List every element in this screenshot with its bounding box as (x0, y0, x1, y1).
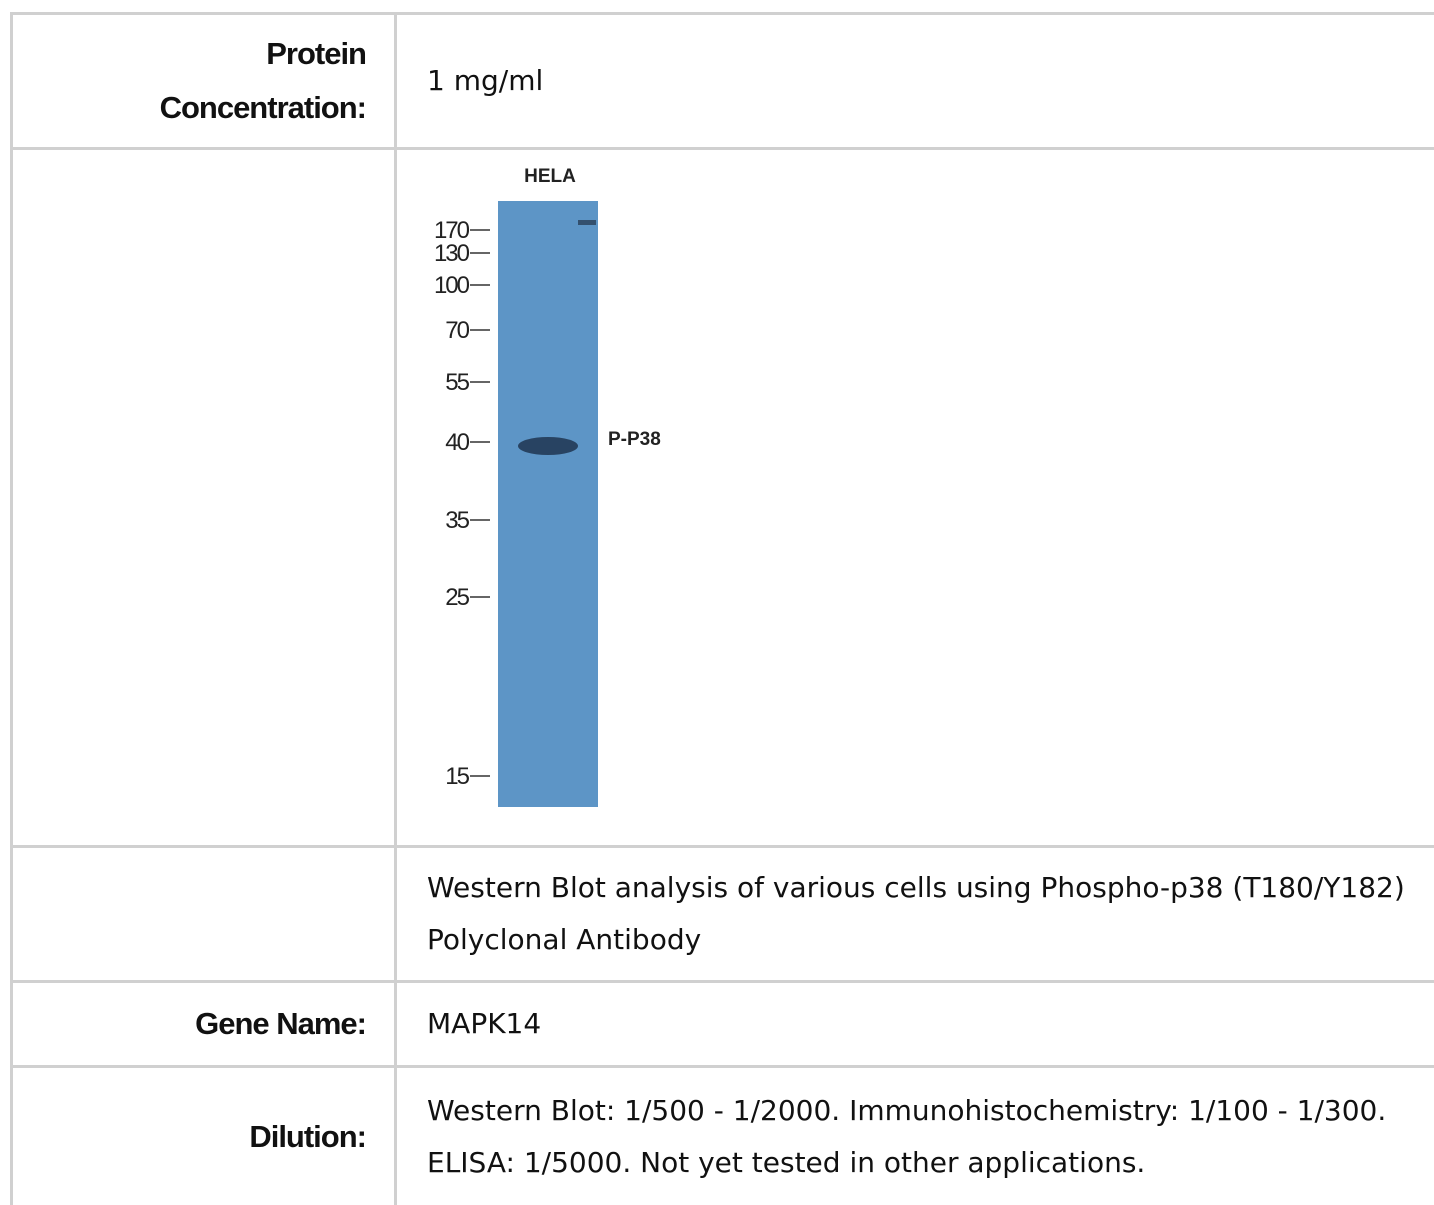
marker-label: 100 (434, 272, 470, 299)
table-row: Protein Concentration: 1 mg/ml (10, 12, 1434, 147)
row-label (10, 150, 397, 845)
table-row: Western Blot analysis of various cells u… (10, 845, 1434, 980)
membrane (498, 201, 598, 807)
table-row: Gene Name: MAPK14 (10, 980, 1434, 1065)
band (518, 437, 578, 455)
row-value: Western Blot analysis of various cells u… (427, 871, 1405, 956)
row-value: 1 mg/ml (427, 64, 544, 97)
band-label: P-P38 (608, 429, 661, 450)
lane-label: HELA (524, 166, 576, 187)
row-value: Western Blot: 1/500 - 1/2000. Immunohist… (427, 1093, 1387, 1179)
marker-label: 25 (445, 584, 469, 611)
row-label (10, 848, 397, 980)
band (578, 220, 596, 225)
marker-label: 130 (434, 240, 470, 267)
marker-label: 35 (445, 507, 469, 534)
row-value: MAPK14 (427, 1007, 542, 1040)
marker-label: 55 (445, 369, 469, 396)
marker-label: 40 (445, 429, 469, 456)
table-row: Dilution: Western Blot: 1/500 - 1/2000. … (10, 1065, 1434, 1205)
row-label: Protein Concentration: (10, 15, 397, 147)
marker-label: 170 (434, 217, 470, 244)
table-row: HELA P-P38 170 130 100 70 55 40 35 25 15 (10, 147, 1434, 845)
row-label: Dilution: (10, 1068, 397, 1205)
row-label: Gene Name: (10, 983, 397, 1065)
marker-label: 15 (445, 763, 469, 790)
marker-label: 70 (445, 317, 469, 344)
